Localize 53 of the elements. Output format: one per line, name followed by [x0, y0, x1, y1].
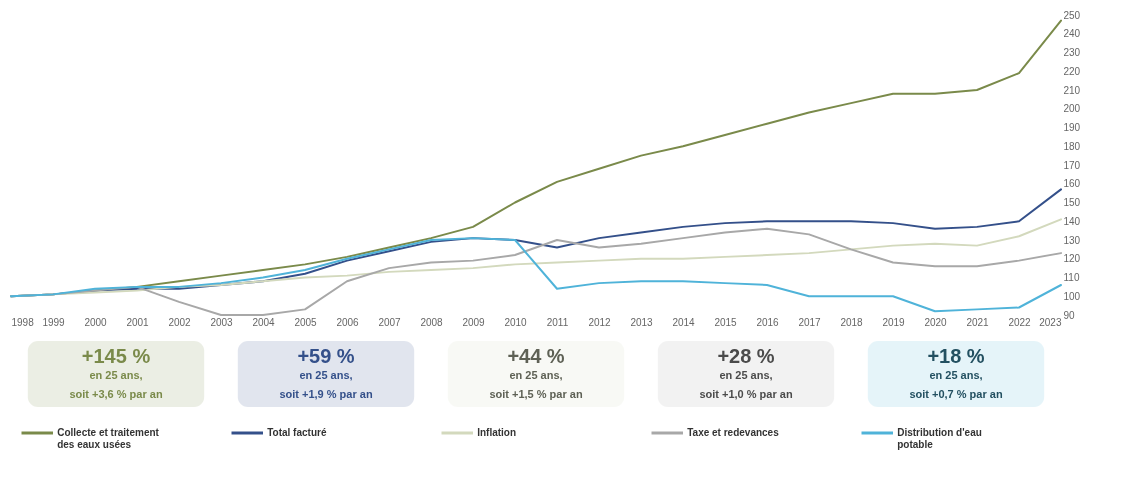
text: +28 % en 25 ans, soit +1,0 % par an: [699, 344, 793, 401]
x-tick-label: 2021: [966, 316, 990, 328]
x-tick-label: 2008: [420, 316, 444, 328]
x-tick-label: 2004: [252, 316, 276, 328]
y-tick-label: 160: [1063, 178, 1081, 190]
text: +145 % en 25 ans, soit +3,6 % par an: [69, 344, 163, 401]
legend-label: Total facturé: [267, 427, 327, 438]
legend-label: Distribution d'eau potable: [897, 427, 982, 450]
y-tick-label: 110: [1063, 272, 1080, 283]
legend-label: Taxe et redevances: [687, 427, 780, 438]
y-tick-label: 190: [1063, 122, 1081, 133]
y-tick-label: 240: [1063, 28, 1081, 40]
x-tick-label: 2012: [588, 316, 612, 328]
y-tick-label: 120: [1063, 253, 1081, 265]
x-tick-label: 2005: [294, 316, 318, 328]
text: +44 % en 25 ans, soit +1,5 % par an: [489, 344, 583, 401]
x-tick-label: 2018: [840, 316, 864, 328]
x-tick-label: 1998: [11, 316, 35, 328]
x-tick-label: 2020: [924, 316, 948, 328]
x-tick-label: 2016: [756, 316, 780, 328]
x-tick-label: 2002: [168, 316, 192, 328]
x-tick-label: 2003: [210, 316, 234, 328]
y-tick-label: 150: [1063, 197, 1081, 208]
x-tick-label: 2011: [546, 316, 569, 328]
y-tick-label: 250: [1063, 9, 1081, 21]
x-tick-label: 2017: [798, 316, 822, 328]
y-tick-label: 200: [1063, 103, 1081, 115]
x-tick-label: 2001: [126, 316, 150, 328]
x-tick-label: 2015: [714, 316, 738, 328]
y-tick-label: 210: [1063, 84, 1081, 96]
x-tick-label: 2010: [504, 316, 528, 328]
y-tick-label: 100: [1063, 290, 1081, 302]
x-tick-label: 2007: [378, 316, 402, 328]
y-tick-label: 90: [1063, 309, 1076, 321]
y-tick-label: 140: [1063, 215, 1081, 227]
x-tick-label: 2000: [84, 316, 108, 328]
x-tick-label: 2022: [1008, 316, 1032, 328]
y-tick-label: 220: [1063, 65, 1081, 77]
y-tick-label: 180: [1063, 140, 1081, 152]
x-tick-label: 2019: [882, 316, 906, 328]
x-tick-label: 2014: [672, 316, 696, 328]
y-tick-label: 170: [1063, 159, 1081, 171]
x-tick-label: 2006: [336, 316, 360, 328]
x-tick-label: 2009: [462, 316, 486, 328]
x-tick-label: 2013: [630, 316, 654, 328]
text: +18 % en 25 ans, soit +0,7 % par an: [909, 344, 1003, 401]
legend-label: Collecte et traitement des eaux usées: [57, 427, 160, 450]
y-tick-label: 130: [1063, 234, 1081, 246]
x-tick-label: 2023: [1039, 316, 1062, 328]
x-tick-label: 1999: [42, 316, 66, 328]
legend-label: Inflation: [477, 427, 517, 438]
text: +59 % en 25 ans, soit +1,9 % par an: [279, 344, 373, 401]
y-tick-label: 230: [1063, 47, 1081, 58]
